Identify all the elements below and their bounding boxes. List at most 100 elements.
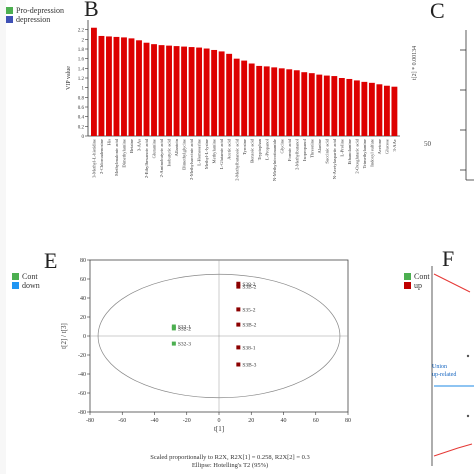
bar-category-label: Glucose (385, 139, 390, 154)
panel-c-fragment (460, 30, 474, 181)
bar (241, 60, 248, 136)
bar-y-tick-label: 0.4 (78, 116, 85, 121)
panel-c-ylabel: t[2] * 0.00134 (412, 45, 418, 80)
vip-bar-chart: 0 0.2 0.4 0.6 0.8 1 1.2 1.4 1.6 1.8 2 2.2 VIP value 3… (66, 20, 400, 181)
bar (188, 47, 195, 136)
bar-y-tick-label: 1 (82, 87, 85, 92)
scatter-x-tick-label: 20 (248, 418, 254, 424)
scatter-point (236, 322, 241, 327)
bar (286, 69, 293, 136)
bar (211, 49, 218, 136)
scatter-y-tick-label: 60 (80, 277, 86, 283)
panel-letter-e: E (44, 248, 58, 273)
legend-label: up (414, 281, 422, 290)
bar-category-label: Methyl-L-lysine (204, 139, 209, 169)
scatter-footer-line2: Ellipse: Hotelling's T2 (95%) (191, 462, 269, 469)
bar (98, 35, 105, 137)
bar-category-label: Betaine (129, 139, 134, 153)
bar-category-label: 2-Chloroadenosine (99, 139, 104, 174)
panel-f-fragment (431, 266, 474, 466)
bar-y-tick-label: 1.4 (78, 67, 85, 72)
legend-swatch-blue (12, 282, 19, 289)
bar (391, 86, 398, 136)
bar-category-label: 2-Methylsuccinic acid (189, 138, 194, 180)
scatter-y-tick-label: 40 (80, 296, 86, 302)
bar-category-label: L-Glutamic acid (219, 138, 224, 169)
panel-letter-f: F (442, 246, 455, 271)
legend-item-cont: Cont (404, 272, 430, 281)
legend-item-depression: depression (6, 15, 64, 24)
bar (218, 51, 225, 136)
scatter-point-label: S38-2 (242, 282, 255, 288)
panel-f-label-up: up-related (432, 372, 457, 378)
bar-category-label: Trimethylamine (362, 139, 367, 168)
legend-swatch-green (12, 273, 19, 280)
bar-category-label: 2-Methylbutanol (294, 138, 299, 170)
left-edge-fragment (0, 0, 6, 474)
bar-category-label: Allantoin (174, 138, 179, 156)
bar (91, 27, 97, 136)
bar-y-tick-label: 1.2 (78, 77, 85, 82)
bar-category-label: Acetone (377, 139, 382, 154)
bar-category-label: Isopropanol (302, 138, 307, 161)
legend-swatch-blue (6, 16, 13, 23)
scatter-y-tick-label: -60 (78, 391, 86, 397)
bar-category-label: L-Proline (339, 139, 344, 157)
legend-swatch-green (404, 273, 411, 280)
bar-category-label: L-Homoserine (197, 139, 202, 166)
legend-item-down: down (12, 281, 40, 290)
bar (233, 58, 240, 136)
scatter-point (236, 362, 241, 367)
bar (301, 72, 308, 136)
bar-category-label: 3-Methyl-L-histidine (92, 139, 97, 178)
bar-y-tick-label: 2.2 (78, 29, 85, 34)
top-left-legend: Pro-depression depression (6, 6, 64, 24)
scatter-x-tick-label: 40 (281, 418, 287, 424)
panel-f-marker (466, 354, 470, 358)
hotelling-ellipse (97, 273, 341, 399)
bar (128, 38, 135, 136)
bar-category-label: Glutamine (152, 139, 157, 158)
bar (278, 68, 285, 136)
bar (376, 84, 383, 136)
scatter-point-label: S32-2 (178, 326, 191, 332)
bar (143, 42, 150, 136)
bar-category-label: Acetic acid (227, 138, 232, 159)
bar-category-label: Alanine (317, 139, 322, 154)
scatter-x-tick-label: -40 (151, 418, 159, 424)
scatter-point-label: S38-1 (242, 345, 255, 351)
bar-category-label: Succinic acid (324, 138, 329, 163)
bar-category-label: 3-AAs (137, 139, 142, 151)
legend-label: Cont (22, 272, 38, 281)
legend-swatch-green (6, 7, 13, 14)
bar-category-label: N-Methylnicotinamide (272, 139, 277, 181)
scatter-point-label: S32-1 (178, 325, 191, 331)
legend-swatch-red (404, 282, 411, 289)
bar (353, 80, 360, 136)
scatter-point (236, 307, 241, 312)
bar (158, 45, 165, 136)
bar-category-label: Benzoic acid (249, 138, 254, 163)
bar-category-label: Formic acid (287, 138, 292, 161)
panel-c-tick: 50 (424, 140, 431, 148)
bar-category-label: 3-AAc (392, 139, 397, 152)
bar (308, 73, 315, 136)
scatter-y-tick-label: 20 (80, 315, 86, 321)
scatter-x-tick-label: -20 (183, 418, 191, 424)
legend-label: down (22, 281, 40, 290)
scatter-point (171, 326, 176, 331)
pca-score-plot: -80 -60 -40 -20 0 20 40 60 80 -80 -60 -40 -20 0 20 40 60… (60, 258, 351, 433)
bar (121, 37, 127, 136)
bar-category-label: Dimethylglycine (182, 139, 187, 170)
bar (136, 40, 142, 136)
bar (226, 53, 233, 137)
bar (248, 63, 255, 136)
bar (368, 82, 375, 136)
scatter-point-label: S3B-3 (242, 363, 256, 369)
scatter-legend-right: Cont up (404, 272, 430, 290)
bar-y-tick-label: 0.2 (78, 125, 85, 130)
bar (338, 78, 345, 136)
scatter-x-tick-label: 60 (313, 418, 319, 424)
scatter-x-tick-label: -80 (86, 418, 94, 424)
bar-category-label: 2-Aminobutyric acid (159, 138, 164, 177)
